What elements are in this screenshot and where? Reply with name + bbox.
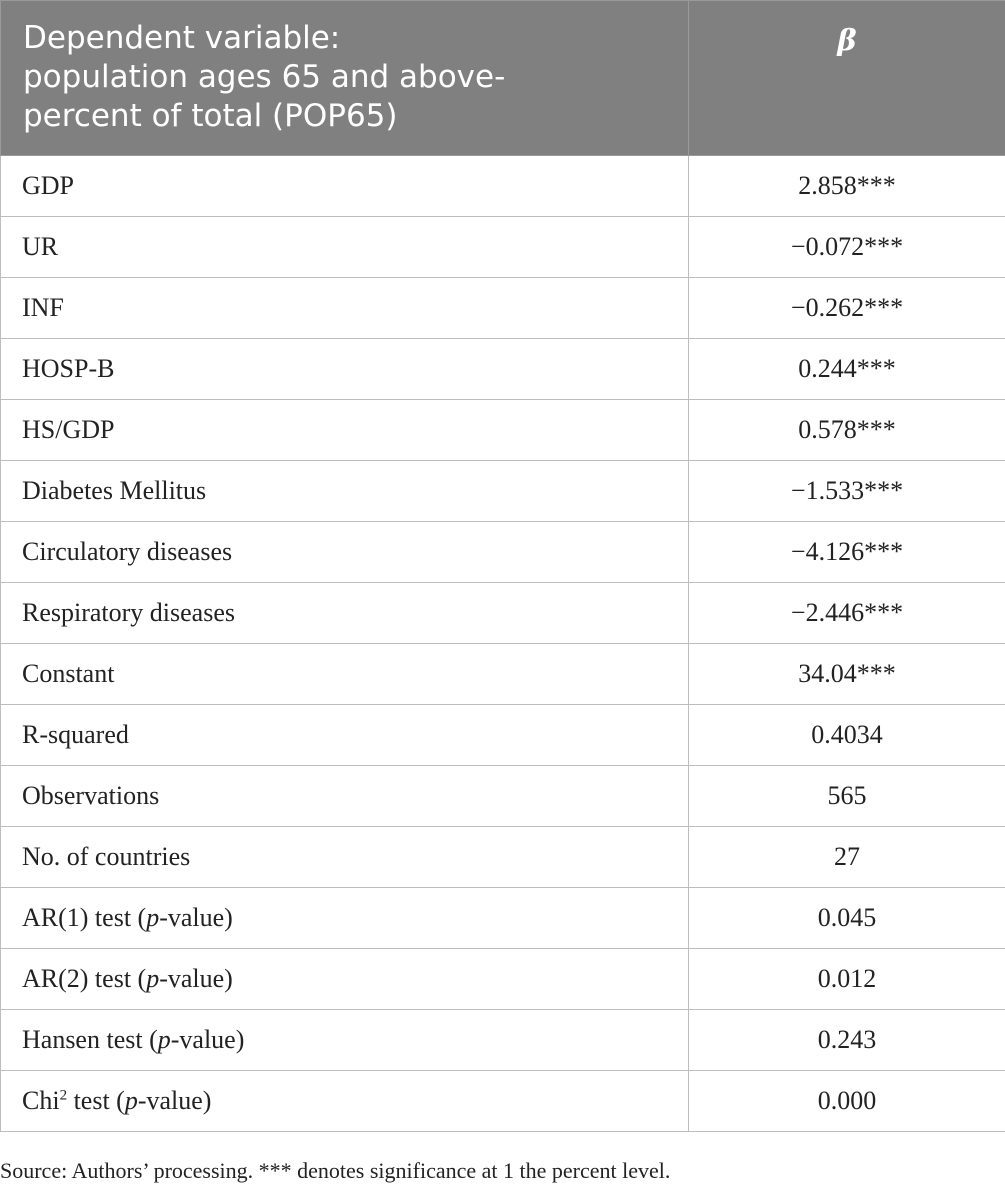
row-label: Observations — [0, 765, 689, 827]
row-value: −2.446*** — [688, 582, 1005, 644]
table-row: No. of countries 27 — [0, 826, 1005, 888]
table-row: HOSP-B 0.244*** — [0, 338, 1005, 400]
row-value: 0.578*** — [688, 399, 1005, 461]
table-footnote: Source: Authors’ processing. *** denotes… — [0, 1158, 671, 1183]
row-label: Constant — [0, 643, 689, 705]
header-line: population ages 65 and above- — [23, 59, 506, 95]
row-label: Respiratory diseases — [0, 582, 689, 644]
beta-header: β — [688, 0, 1005, 156]
label-suffix: -value) — [137, 1086, 212, 1115]
row-value: −0.262*** — [688, 277, 1005, 339]
table-row: Diabetes Mellitus −1.533*** — [0, 460, 1005, 522]
row-value: −0.072*** — [688, 216, 1005, 278]
p-italic: p — [124, 1086, 138, 1115]
row-label: INF — [0, 277, 689, 339]
table-row: HS/GDP 0.578*** — [0, 399, 1005, 461]
label-suffix: -value) — [170, 1025, 245, 1054]
label-suffix: -value) — [159, 964, 233, 993]
table-header-row: Dependent variable: population ages 65 a… — [0, 0, 1005, 156]
row-value: 0.012 — [688, 948, 1005, 1010]
row-value: −4.126*** — [688, 521, 1005, 583]
table-row: Observations 565 — [0, 765, 1005, 827]
row-label: Hansen test (p-value) — [0, 1009, 689, 1071]
row-label: HOSP-B — [0, 338, 689, 400]
table-row: AR(1) test (p-value) 0.045 — [0, 887, 1005, 949]
table-row: UR −0.072*** — [0, 216, 1005, 278]
label-prefix: AR(2) test ( — [22, 964, 147, 993]
row-label: AR(1) test (p-value) — [0, 887, 689, 949]
row-value: 0.000 — [688, 1070, 1005, 1132]
row-label: AR(2) test (p-value) — [0, 948, 689, 1010]
p-italic: p — [157, 1025, 171, 1054]
dependent-variable-header: Dependent variable: population ages 65 a… — [0, 0, 689, 156]
row-value: 0.244*** — [688, 338, 1005, 400]
label-middle: test ( — [67, 1086, 125, 1115]
table-row: Constant 34.04*** — [0, 643, 1005, 705]
table-row: GDP 2.858*** — [0, 155, 1005, 217]
row-label: Diabetes Mellitus — [0, 460, 689, 522]
table-row: AR(2) test (p-value) 0.012 — [0, 948, 1005, 1010]
row-value: 0.045 — [688, 887, 1005, 949]
row-value: 565 — [688, 765, 1005, 827]
table-row: Chi2 test (p-value) 0.000 — [0, 1070, 1005, 1132]
row-value: −1.533*** — [688, 460, 1005, 522]
row-value: 27 — [688, 826, 1005, 888]
header-line: percent of total (POP65) — [23, 98, 398, 134]
row-value: 2.858*** — [688, 155, 1005, 217]
label-prefix: Chi — [22, 1086, 60, 1115]
row-label: Circulatory diseases — [0, 521, 689, 583]
regression-table-container: Dependent variable: population ages 65 a… — [0, 0, 1005, 1132]
row-label: UR — [0, 216, 689, 278]
header-line: Dependent variable: — [23, 20, 341, 56]
row-label: R-squared — [0, 704, 689, 766]
table-row: Hansen test (p-value) 0.243 — [0, 1009, 1005, 1071]
table-row: R-squared 0.4034 — [0, 704, 1005, 766]
row-value: 0.243 — [688, 1009, 1005, 1071]
row-value: 0.4034 — [688, 704, 1005, 766]
table-row: Circulatory diseases −4.126*** — [0, 521, 1005, 583]
p-italic: p — [146, 964, 160, 993]
row-label: Chi2 test (p-value) — [0, 1070, 689, 1132]
label-prefix: AR(1) test ( — [22, 903, 147, 932]
superscript: 2 — [59, 1087, 68, 1104]
row-label: No. of countries — [0, 826, 689, 888]
row-label: HS/GDP — [0, 399, 689, 461]
row-value: 34.04*** — [688, 643, 1005, 705]
row-label: GDP — [0, 155, 689, 217]
table-row: Respiratory diseases −2.446*** — [0, 582, 1005, 644]
table-row: INF −0.262*** — [0, 277, 1005, 339]
label-prefix: Hansen test ( — [22, 1025, 158, 1054]
label-suffix: -value) — [159, 903, 233, 932]
p-italic: p — [146, 903, 160, 932]
regression-table: Dependent variable: population ages 65 a… — [0, 0, 1005, 1132]
